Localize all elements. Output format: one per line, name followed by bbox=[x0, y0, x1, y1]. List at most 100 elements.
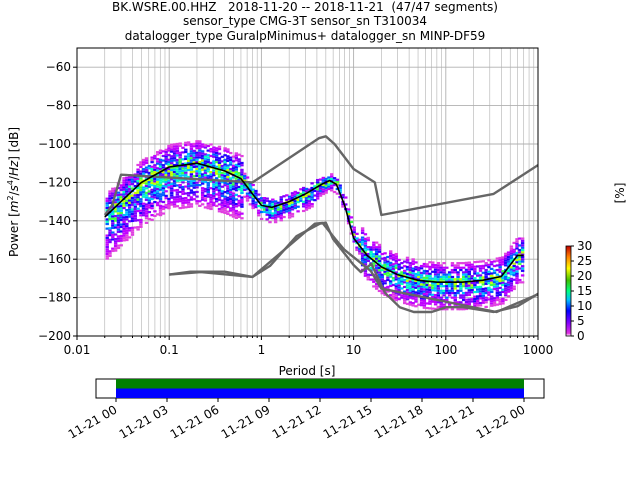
heatmap-cell bbox=[509, 284, 514, 287]
heatmap-cell bbox=[464, 303, 469, 306]
heatmap-cell bbox=[417, 287, 421, 290]
heatmap-cell bbox=[172, 168, 177, 171]
heatmap-cell bbox=[186, 182, 191, 185]
heatmap-cell bbox=[144, 221, 149, 224]
heatmap-cell bbox=[150, 170, 154, 173]
heatmap-cell bbox=[276, 206, 281, 209]
heatmap-cell bbox=[445, 282, 449, 285]
heatmap-cell bbox=[251, 188, 255, 191]
heatmap-cell bbox=[492, 271, 497, 275]
heatmap-cell bbox=[487, 286, 491, 290]
heatmap-cell bbox=[203, 162, 208, 165]
heatmap-cell bbox=[198, 167, 202, 171]
heatmap-cell bbox=[158, 193, 163, 196]
heatmap-cell bbox=[223, 209, 227, 212]
heatmap-cell bbox=[287, 202, 292, 205]
heatmap-cell bbox=[439, 282, 443, 285]
heatmap-cell bbox=[273, 202, 278, 205]
heatmap-cell bbox=[509, 280, 514, 283]
heatmap-cell bbox=[450, 278, 455, 281]
heatmap-cell bbox=[349, 232, 354, 235]
heatmap-cell bbox=[346, 222, 351, 225]
timeline-tick-label: 11-21 03 bbox=[117, 402, 171, 441]
heatmap-cell bbox=[504, 287, 508, 290]
heatmap-cell bbox=[290, 212, 295, 216]
heatmap-cell bbox=[223, 158, 227, 161]
heatmap-cell bbox=[442, 285, 446, 288]
heatmap-cell bbox=[175, 175, 180, 178]
heatmap-cell bbox=[231, 215, 236, 218]
heatmap-cell bbox=[453, 287, 457, 290]
heatmap-cell bbox=[414, 300, 418, 303]
heatmap-cell bbox=[419, 299, 424, 302]
heatmap-cell bbox=[127, 185, 132, 188]
heatmap-cell bbox=[386, 267, 390, 270]
heatmap-cell bbox=[153, 194, 157, 197]
heatmap-cell bbox=[268, 207, 272, 210]
heatmap-cell bbox=[122, 204, 126, 207]
heatmap-cell bbox=[377, 266, 382, 270]
heatmap-cell bbox=[436, 294, 441, 297]
heatmap-cell bbox=[226, 189, 230, 192]
heatmap-cell bbox=[405, 288, 410, 292]
heatmap-cell bbox=[181, 151, 185, 154]
heatmap-cell bbox=[181, 162, 185, 166]
heatmap-cell bbox=[459, 287, 463, 290]
heatmap-cell bbox=[231, 194, 236, 197]
heatmap-cell bbox=[433, 268, 438, 271]
heatmap-cell bbox=[419, 283, 424, 286]
heatmap-cell bbox=[116, 216, 121, 220]
heatmap-cell bbox=[189, 161, 194, 164]
heatmap-cell bbox=[178, 170, 182, 173]
heatmap-cell bbox=[366, 252, 370, 256]
heatmap-cell bbox=[108, 252, 112, 255]
heatmap-cell bbox=[459, 301, 463, 304]
heatmap-cell bbox=[374, 266, 379, 270]
heatmap-cell bbox=[189, 152, 194, 155]
heatmap-cell bbox=[461, 275, 466, 279]
heatmap-cell bbox=[122, 181, 126, 184]
heatmap-cell bbox=[388, 250, 393, 253]
y-tick-label: −80 bbox=[46, 99, 71, 113]
heatmap-cell bbox=[172, 184, 177, 187]
heatmap-cell bbox=[461, 294, 466, 297]
heatmap-cell bbox=[214, 161, 219, 164]
heatmap-cell bbox=[321, 176, 326, 179]
heatmap-cell bbox=[234, 166, 239, 169]
heatmap-cell bbox=[195, 140, 199, 143]
heatmap-cell bbox=[433, 293, 438, 297]
colorbar-tick-label: 15 bbox=[577, 284, 592, 298]
heatmap-cell bbox=[217, 194, 222, 197]
heatmap-cell bbox=[150, 158, 154, 161]
heatmap-cell bbox=[501, 256, 505, 259]
heatmap-cell bbox=[282, 209, 286, 212]
heatmap-cell bbox=[453, 264, 457, 267]
heatmap-cell bbox=[136, 177, 140, 180]
heatmap-cell bbox=[327, 178, 331, 181]
heatmap-cell bbox=[167, 184, 171, 187]
heatmap-cell bbox=[279, 200, 283, 203]
heatmap-cell bbox=[130, 196, 135, 199]
heatmap-cell bbox=[436, 262, 441, 265]
heatmap-cell bbox=[198, 154, 202, 157]
heatmap-cell bbox=[318, 192, 323, 195]
heatmap-cell bbox=[509, 245, 514, 248]
heatmap-cell bbox=[144, 205, 149, 208]
heatmap-cell bbox=[231, 192, 236, 195]
heatmap-cell bbox=[453, 271, 457, 274]
heatmap-cell bbox=[127, 210, 132, 214]
heatmap-cell bbox=[473, 272, 477, 275]
heatmap-cell bbox=[133, 178, 137, 181]
heatmap-cell bbox=[330, 177, 334, 180]
heatmap-cell bbox=[116, 244, 121, 247]
heatmap-cell bbox=[189, 205, 194, 208]
heatmap-cell bbox=[484, 291, 488, 295]
heatmap-cell bbox=[223, 181, 227, 185]
heatmap-cell bbox=[178, 200, 182, 203]
heatmap-cell bbox=[290, 203, 295, 206]
heatmap-cell bbox=[181, 146, 185, 149]
heatmap-cell bbox=[212, 204, 216, 207]
heatmap-cell bbox=[212, 201, 216, 204]
heatmap-cell bbox=[122, 236, 126, 240]
heatmap-cell bbox=[119, 244, 123, 247]
